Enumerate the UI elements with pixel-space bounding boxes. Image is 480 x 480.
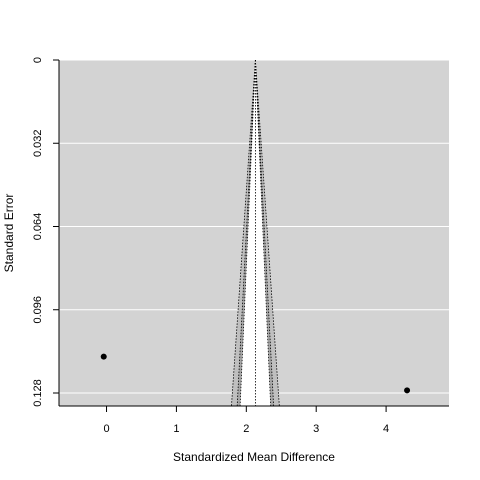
x-axis-title: Standardized Mean Difference	[173, 450, 335, 464]
y-tick-label: 0.128	[32, 379, 44, 407]
x-tick-label: 4	[383, 423, 389, 435]
x-tick-label: 0	[103, 423, 109, 435]
x-tick-label: 3	[313, 423, 319, 435]
axes: 0 1 2 3 4 0 0.032 0.064 0.096 0.128	[32, 57, 449, 435]
funnel-boundary-line	[239, 59, 256, 407]
data-points	[100, 353, 411, 394]
funnel-region	[240, 60, 271, 406]
funnel-boundary-line	[254, 59, 272, 407]
x-tick-label: 2	[243, 423, 249, 435]
data-point	[100, 353, 107, 360]
funnel-regions	[231, 59, 280, 407]
funnel-boundary-line	[254, 59, 280, 407]
y-tick-label: 0.064	[32, 213, 44, 241]
funnel-boundary-line	[236, 59, 256, 407]
funnel-boundary-line	[231, 59, 256, 407]
y-axis-title: Standard Error	[2, 194, 16, 273]
x-tick-label: 1	[173, 423, 179, 435]
data-point	[404, 387, 411, 394]
funnel-boundary-line	[254, 59, 275, 407]
y-tick-label: 0.096	[32, 296, 44, 324]
y-tick-label: 0	[32, 57, 44, 63]
y-tick-label: 0.032	[32, 129, 44, 157]
